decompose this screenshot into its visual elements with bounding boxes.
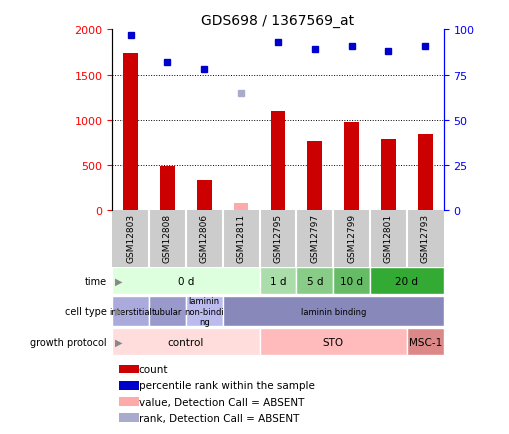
Bar <box>119 414 138 422</box>
Text: laminin
non-bindi
ng: laminin non-bindi ng <box>184 296 224 326</box>
Bar <box>160 166 175 210</box>
Text: percentile rank within the sample: percentile rank within the sample <box>138 381 314 390</box>
Bar <box>112 329 259 355</box>
Text: ▶: ▶ <box>115 337 122 347</box>
Text: rank, Detection Call = ABSENT: rank, Detection Call = ABSENT <box>138 413 298 423</box>
Bar <box>185 296 222 327</box>
Bar <box>222 296 443 327</box>
Text: GSM12795: GSM12795 <box>273 213 282 262</box>
Bar <box>233 203 248 210</box>
Text: value, Detection Call = ABSENT: value, Detection Call = ABSENT <box>138 397 303 407</box>
Text: GSM12793: GSM12793 <box>420 213 429 262</box>
Text: growth protocol: growth protocol <box>31 337 107 347</box>
Text: MSC-1: MSC-1 <box>408 337 441 347</box>
Bar <box>119 365 138 374</box>
Text: STO: STO <box>322 337 343 347</box>
Bar <box>307 142 322 210</box>
Bar <box>112 296 149 327</box>
Text: 20 d: 20 d <box>394 276 417 286</box>
Text: control: control <box>167 337 204 347</box>
Text: 0 d: 0 d <box>177 276 193 286</box>
Bar <box>196 181 211 210</box>
Bar <box>112 268 259 294</box>
Bar <box>259 329 406 355</box>
Bar <box>332 268 370 294</box>
Bar <box>406 329 443 355</box>
Text: GSM12806: GSM12806 <box>200 213 208 262</box>
Text: GSM12801: GSM12801 <box>383 213 392 262</box>
Text: ▶: ▶ <box>115 306 122 316</box>
Bar <box>119 397 138 406</box>
Bar <box>259 268 296 294</box>
Bar <box>119 381 138 390</box>
Title: GDS698 / 1367569_at: GDS698 / 1367569_at <box>201 14 354 28</box>
Text: GSM12811: GSM12811 <box>236 213 245 262</box>
Text: laminin binding: laminin binding <box>300 307 365 316</box>
Text: count: count <box>138 364 168 374</box>
Text: ▶: ▶ <box>115 276 122 286</box>
Bar <box>417 135 432 210</box>
Bar <box>296 268 332 294</box>
Text: GSM12799: GSM12799 <box>347 213 355 262</box>
Text: 5 d: 5 d <box>306 276 322 286</box>
Text: interstitial: interstitial <box>109 307 152 316</box>
Text: 10 d: 10 d <box>340 276 362 286</box>
Bar <box>380 139 395 210</box>
Text: tubular: tubular <box>152 307 182 316</box>
Bar <box>344 122 358 210</box>
Text: GSM12797: GSM12797 <box>309 213 319 262</box>
Text: 1 d: 1 d <box>269 276 286 286</box>
Text: GSM12803: GSM12803 <box>126 213 135 262</box>
Text: GSM12808: GSM12808 <box>163 213 172 262</box>
Bar <box>270 112 285 210</box>
Text: time: time <box>85 276 107 286</box>
Bar <box>149 296 185 327</box>
Bar <box>123 54 138 210</box>
Bar <box>370 268 443 294</box>
Text: cell type: cell type <box>65 306 107 316</box>
